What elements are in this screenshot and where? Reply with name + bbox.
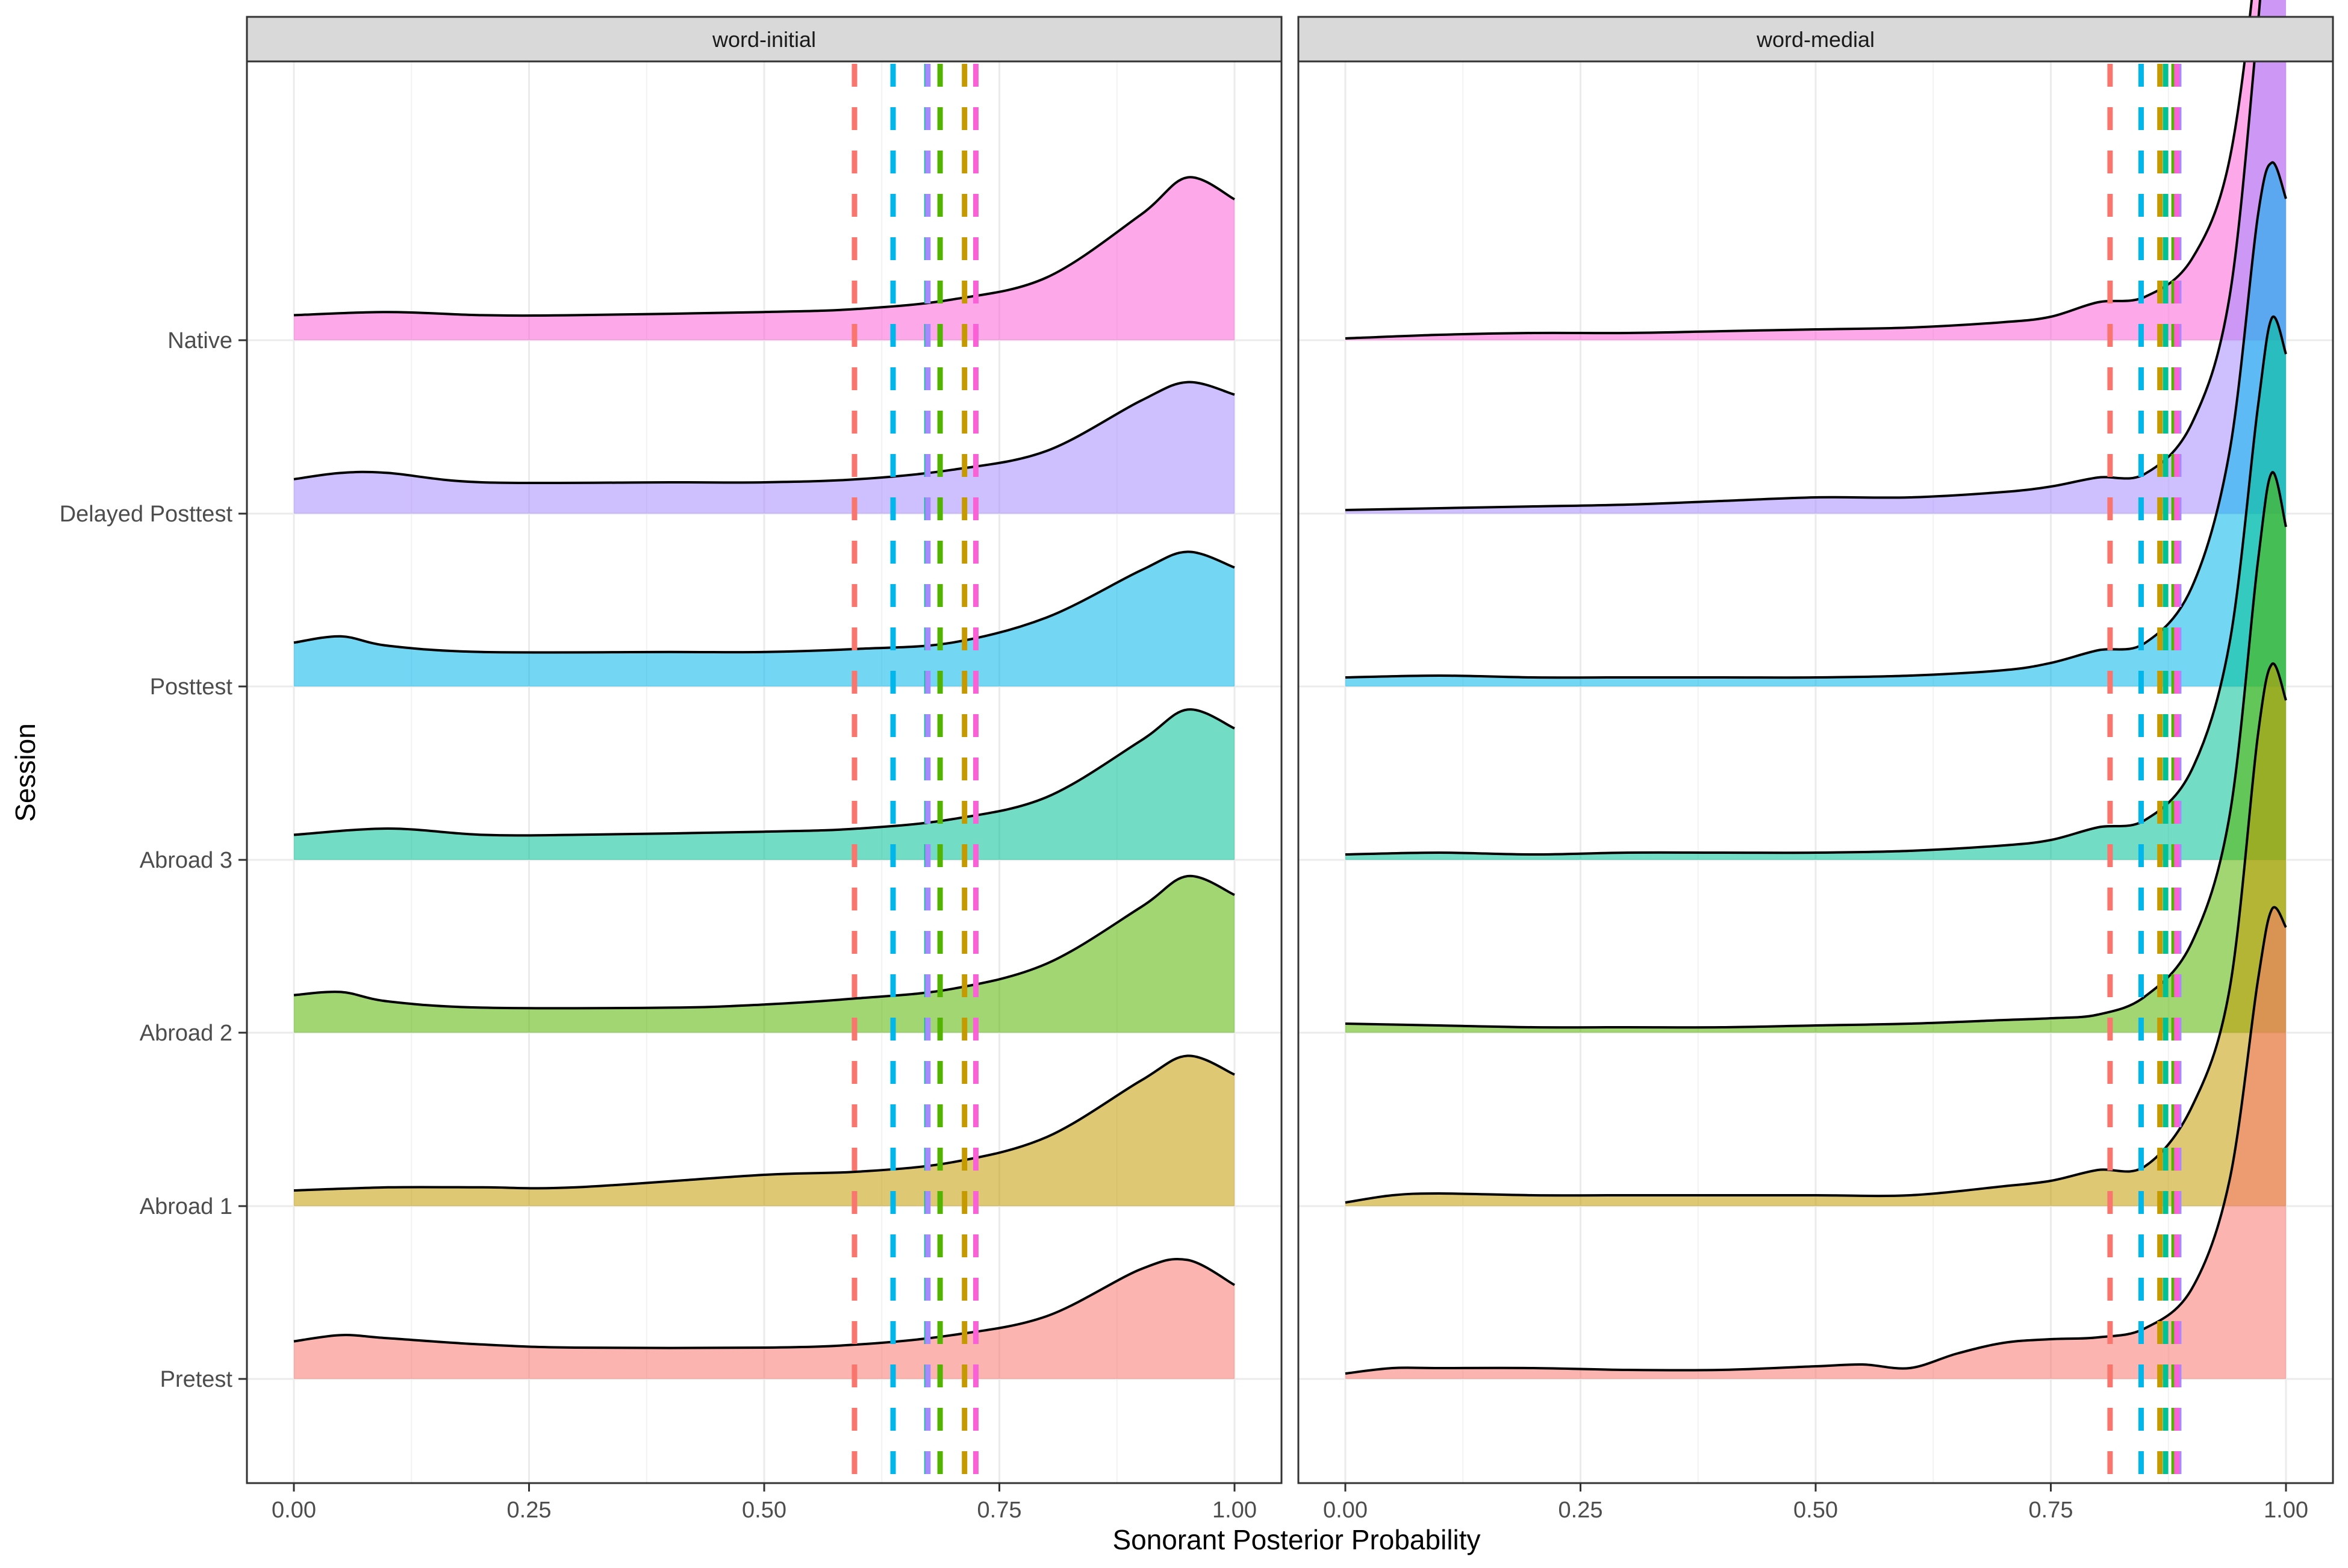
y-tick-label-abroad-1: Abroad 1 [140,1194,232,1219]
density-line-native [293,176,1235,317]
density-fill-native [294,177,1235,340]
x-tick-label: 1.00 [1212,1498,1257,1523]
x-tick-label: 0.25 [1559,1498,1603,1523]
strip-label: word-medial [1756,27,1875,52]
density-line-abroad-2 [293,874,1235,1010]
x-tick-label: 0.50 [1793,1498,1838,1523]
density-line-abroad-3 [293,708,1235,837]
density-line-abroad-1 [1345,662,2287,1204]
density-line-abroad-2 [1345,471,2287,1029]
density-line-abroad-1 [293,1054,1235,1192]
y-tick-label-pretest: Pretest [160,1367,233,1392]
density-line-pretest [1345,906,2287,1375]
density-fill-pretest [1345,907,2286,1379]
density-fill-abroad-1 [294,1056,1235,1206]
density-fill-abroad-3 [294,709,1235,860]
y-tick-label-native: Native [167,328,232,353]
x-tick-label: 1.00 [2264,1498,2308,1523]
density-fill-posttest [1345,162,2286,686]
density-line-pretest [293,1257,1235,1349]
x-tick-label: 0.00 [272,1498,316,1523]
density-line-delayed-posttest [293,381,1235,485]
y-tick-label-abroad-3: Abroad 3 [140,848,232,873]
density-fill-abroad-1 [1345,663,2286,1206]
density-fill-delayed-posttest [294,382,1235,514]
density-line-native [1345,0,2253,340]
density-fill-abroad-3 [1345,316,2286,860]
x-tick-label: 0.25 [507,1498,552,1523]
x-tick-label: 0.75 [2029,1498,2073,1523]
x-tick-label: 0.00 [1323,1498,1368,1523]
y-axis-title: Session [10,723,41,822]
density-fill-abroad-2 [294,876,1235,1033]
panel-word-initial: word-initial 0.00 0.25 0.50 0.75 1.00 [246,16,1283,1523]
x-axis-title: Sonorant Posterior Probability [1112,1524,1480,1555]
x-tick-label: 0.75 [977,1498,1022,1523]
y-tick-label-delayed-posttest: Delayed Posttest [60,502,233,527]
strip-background [1297,16,2334,63]
density-fill-native [1345,0,2286,340]
density-line-abroad-3 [1345,315,2287,856]
y-tick-label-posttest: Posttest [150,674,233,700]
density-fill-pretest [294,1258,1235,1379]
panel-word-medial: word-medial 0.00 0.25 0.50 0.75 1.00 [1297,0,2334,1523]
strip-background [246,16,1283,63]
density-line-posttest [293,550,1235,654]
x-tick-label: 0.50 [742,1498,786,1523]
y-axis: Pretest Abroad 1 Abroad 2 Abroad 3 Posttest D… [60,328,247,1392]
density-fill-abroad-2 [1345,472,2286,1033]
density-line-posttest [1345,161,2287,679]
density-fill-delayed-posttest [1345,0,2286,514]
strip-label: word-initial [712,27,816,52]
y-tick-label-abroad-2: Abroad 2 [140,1021,232,1046]
